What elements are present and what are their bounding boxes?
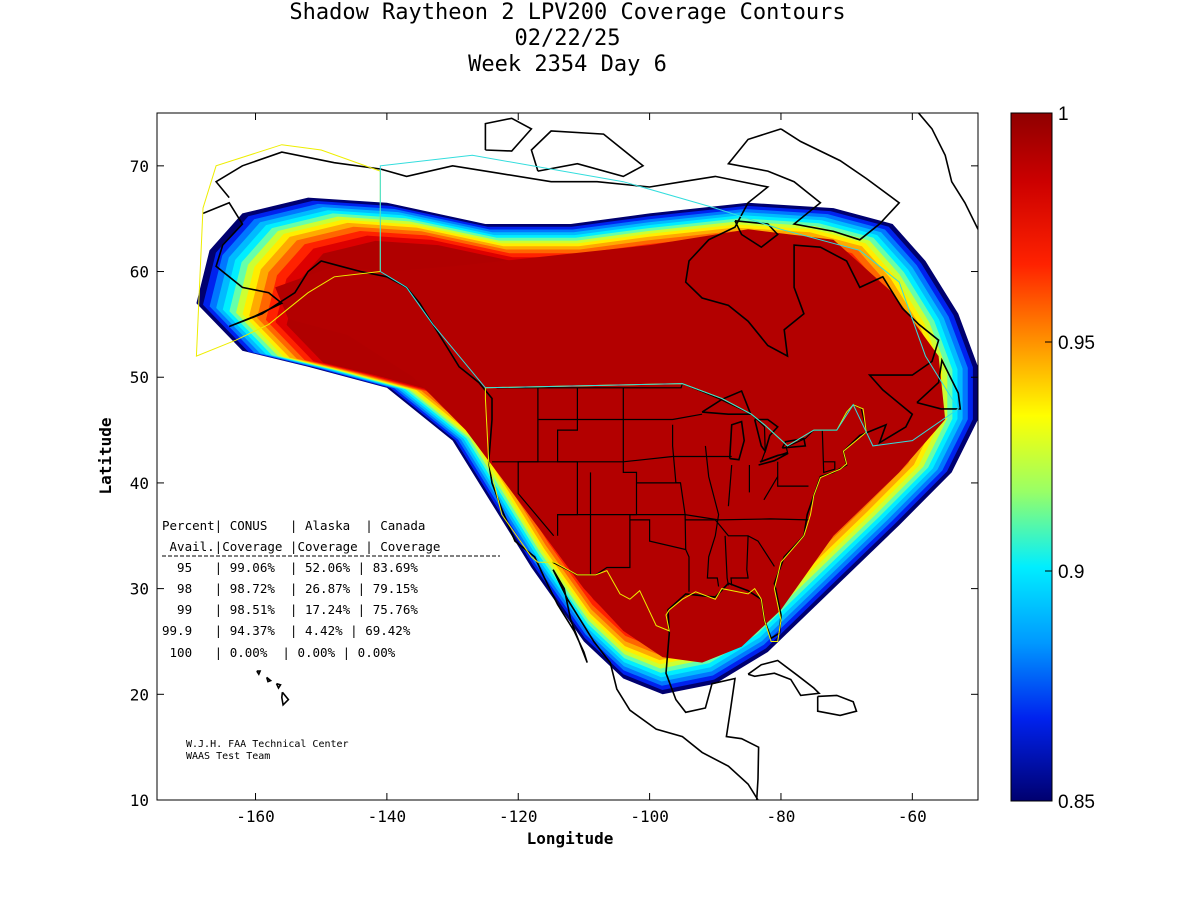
coastline — [816, 694, 858, 717]
colorbar: 1 0.95 0.9 0.85 — [1010, 104, 1095, 813]
x-tick-label: -120 — [499, 807, 538, 826]
coastline — [530, 130, 645, 178]
state-border — [777, 461, 809, 487]
x-tick-label: -80 — [767, 807, 796, 826]
state-border — [724, 535, 729, 586]
title-line-1: Shadow Raytheon 2 LPV200 Coverage Contou… — [289, 0, 846, 25]
coverage-stats-table: Percent| CONUS | Alaska | Canada Avail.|… — [162, 518, 500, 660]
colorbar-tick-label: 0.9 — [1058, 562, 1084, 583]
coastline — [275, 682, 282, 690]
coastline — [728, 420, 746, 461]
coverage-contour-bands — [196, 197, 978, 695]
title-line-3: Week 2354 Day 6 — [468, 52, 667, 77]
stats-row: 98 | 98.72% | 26.87% | 79.15% — [162, 581, 418, 596]
credit-line-1: W.J.H. FAA Technical Center — [186, 739, 349, 750]
state-border — [730, 535, 749, 586]
plot-border — [156, 112, 979, 801]
y-axis-label: Latitude — [96, 417, 115, 494]
coastline — [665, 632, 760, 800]
state-border — [763, 476, 779, 501]
credits: W.J.H. FAA Technical Center WAAS Test Te… — [186, 739, 349, 762]
coverage-core — [275, 229, 946, 663]
coastline — [701, 389, 752, 415]
coastline — [917, 113, 978, 230]
stats-row: 99.9 | 94.37% | 4.42% | 69.42% — [162, 623, 411, 638]
coastline — [214, 151, 940, 640]
y-tick-label: 20 — [130, 685, 149, 704]
colorbar-tick-label: 0.95 — [1058, 333, 1095, 354]
coastline — [726, 128, 901, 241]
colorbar-gradient — [1010, 112, 1053, 802]
stats-row: 99 | 98.51% | 17.24% | 75.76% — [162, 602, 418, 617]
alaska-boundary — [195, 144, 381, 357]
title-line-2: 02/22/25 — [514, 26, 621, 51]
y-axis: 10 20 30 40 50 60 70 — [130, 157, 978, 810]
state-border — [685, 519, 775, 567]
coastline — [265, 676, 273, 683]
y-tick-label: 30 — [130, 580, 149, 599]
coastline — [747, 659, 821, 697]
state-border — [492, 455, 732, 463]
x-tick-label: -60 — [898, 807, 927, 826]
x-tick-label: -140 — [368, 807, 407, 826]
credit-line-2: WAAS Test Team — [186, 751, 270, 762]
colorbar-tick-label: 1 — [1058, 104, 1069, 125]
coastline — [202, 201, 759, 800]
x-axis-label: Longitude — [527, 829, 614, 848]
state-border — [727, 464, 733, 507]
canada-boundary — [379, 154, 959, 447]
state-border — [538, 413, 703, 421]
coastline — [256, 670, 262, 676]
coastline-outlines — [202, 113, 978, 800]
x-tick-label: -100 — [630, 807, 669, 826]
stats-header-1: Percent| CONUS | Alaska | Canada — [162, 518, 425, 533]
coastline — [916, 357, 962, 410]
stats-row: 95 | 99.06% | 52.06% | 83.69% — [162, 560, 418, 575]
y-tick-label: 70 — [130, 157, 149, 176]
x-tick-label: -160 — [236, 807, 275, 826]
coastline — [753, 418, 779, 453]
y-tick-label: 10 — [130, 791, 149, 810]
service-area-boundaries — [195, 144, 959, 642]
chart-title: Shadow Raytheon 2 LPV200 Coverage Contou… — [0, 0, 1135, 78]
state-border — [821, 430, 836, 474]
state-border — [629, 519, 690, 592]
y-tick-label: 60 — [130, 263, 149, 282]
state-border — [704, 445, 720, 587]
stats-row: 100 | 0.00% | 0.00% | 0.00% — [162, 645, 396, 660]
conus-boundary — [484, 383, 867, 642]
state-border — [557, 514, 809, 521]
coastline — [484, 117, 533, 152]
x-axis: -160 -140 -120 -100 -80 -60 — [236, 113, 927, 826]
colorbar-tick-label: 0.85 — [1058, 792, 1095, 813]
y-tick-label: 40 — [130, 474, 149, 493]
y-tick-label: 50 — [130, 368, 149, 387]
coastline — [280, 691, 290, 707]
stats-header-2: Avail.|Coverage |Coverage | Coverage — [162, 539, 440, 554]
